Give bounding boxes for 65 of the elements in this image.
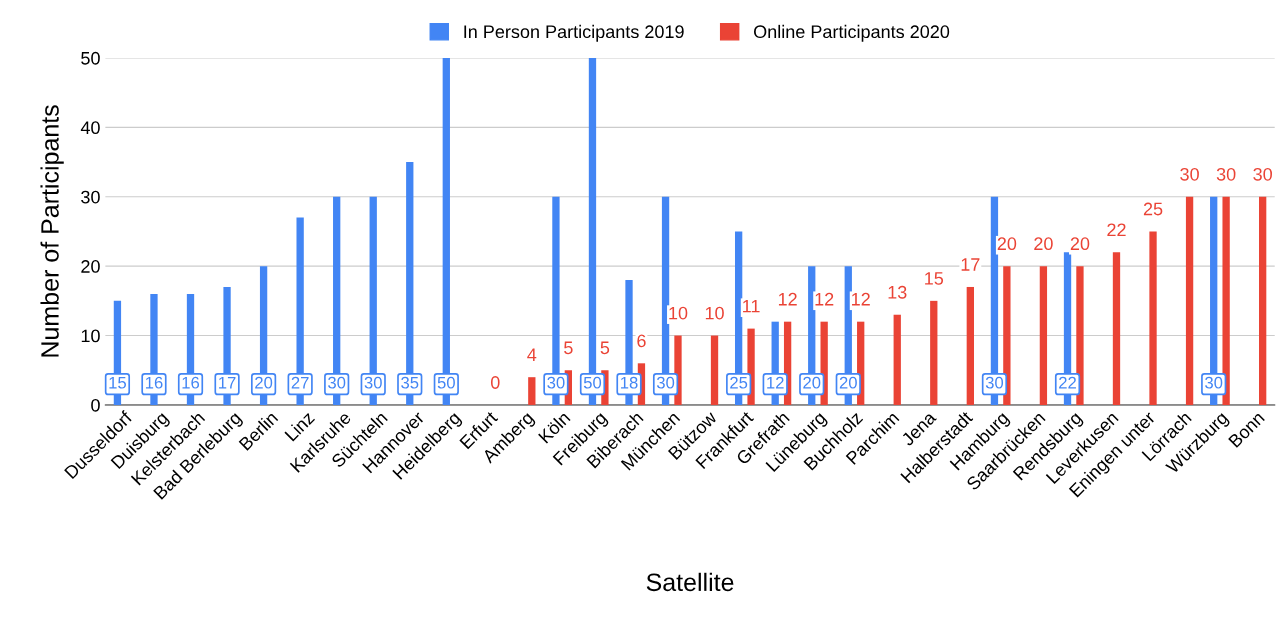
- bar: [893, 314, 901, 405]
- bar: [710, 335, 719, 405]
- bar: [1003, 266, 1011, 405]
- data-label: 12: [767, 376, 784, 389]
- data-label: 30: [1253, 167, 1272, 181]
- y-axis-title: Number of Participants: [40, 105, 64, 357]
- data-label: 0: [490, 376, 500, 389]
- y-tick-label: 0: [91, 398, 100, 412]
- data-label: 25: [730, 376, 748, 389]
- data-label: 5: [600, 341, 610, 355]
- data-label: 25: [1143, 202, 1163, 216]
- bar: [930, 300, 938, 405]
- data-label: 30: [656, 376, 675, 389]
- bar: [1112, 252, 1121, 405]
- data-label: 30: [364, 376, 382, 389]
- x-axis-title: Satellite: [646, 572, 734, 592]
- bar: [1076, 266, 1084, 405]
- data-label: 11: [743, 299, 760, 313]
- data-label: 12: [778, 292, 797, 306]
- data-label: 22: [1107, 223, 1126, 237]
- data-label: 17: [961, 258, 980, 271]
- data-label: 10: [705, 306, 724, 320]
- data-label: 10: [669, 306, 688, 320]
- legend-label: In Person Participants 2019: [464, 24, 684, 42]
- data-label: 13: [888, 285, 907, 299]
- data-label: 27: [291, 376, 309, 389]
- data-label: 16: [145, 376, 163, 389]
- bar: [1149, 231, 1157, 405]
- y-tick-label: 20: [81, 260, 100, 273]
- data-label: 20: [839, 376, 857, 389]
- data-label: 16: [182, 376, 200, 389]
- data-label: 30: [1205, 376, 1223, 389]
- data-label: 12: [815, 292, 834, 306]
- data-label: 30: [547, 376, 565, 389]
- data-label: 15: [925, 272, 944, 285]
- data-label: 35: [401, 376, 419, 389]
- data-label: 20: [997, 237, 1017, 251]
- data-label: 17: [219, 376, 236, 389]
- data-label: 22: [1059, 376, 1076, 389]
- bar: [1039, 266, 1048, 405]
- data-label: 15: [109, 376, 126, 389]
- data-label: 12: [852, 292, 870, 306]
- data-label: 20: [803, 376, 821, 389]
- data-label: 4: [527, 348, 537, 361]
- data-label: 30: [985, 376, 1004, 389]
- data-label: 30: [328, 376, 346, 389]
- data-label: 50: [583, 376, 602, 389]
- y-tick-label: 50: [81, 51, 100, 65]
- data-label: 5: [564, 341, 573, 355]
- y-tick-label: 10: [81, 329, 100, 343]
- data-label: 30: [1216, 167, 1236, 181]
- y-tick-label: 30: [81, 190, 100, 204]
- data-label: 30: [1180, 167, 1199, 181]
- bar: [1259, 196, 1267, 405]
- bar: [966, 286, 974, 405]
- data-label: 20: [1034, 237, 1053, 251]
- data-label: 20: [255, 376, 273, 389]
- data-label: 20: [1070, 237, 1090, 251]
- bar: [528, 377, 536, 405]
- data-label: 18: [621, 376, 638, 389]
- data-label: 50: [437, 376, 455, 389]
- legend-label: Online Participants 2020: [754, 24, 950, 42]
- y-tick-label: 40: [80, 121, 100, 135]
- data-label: 6: [637, 334, 646, 348]
- bar: [1185, 196, 1194, 405]
